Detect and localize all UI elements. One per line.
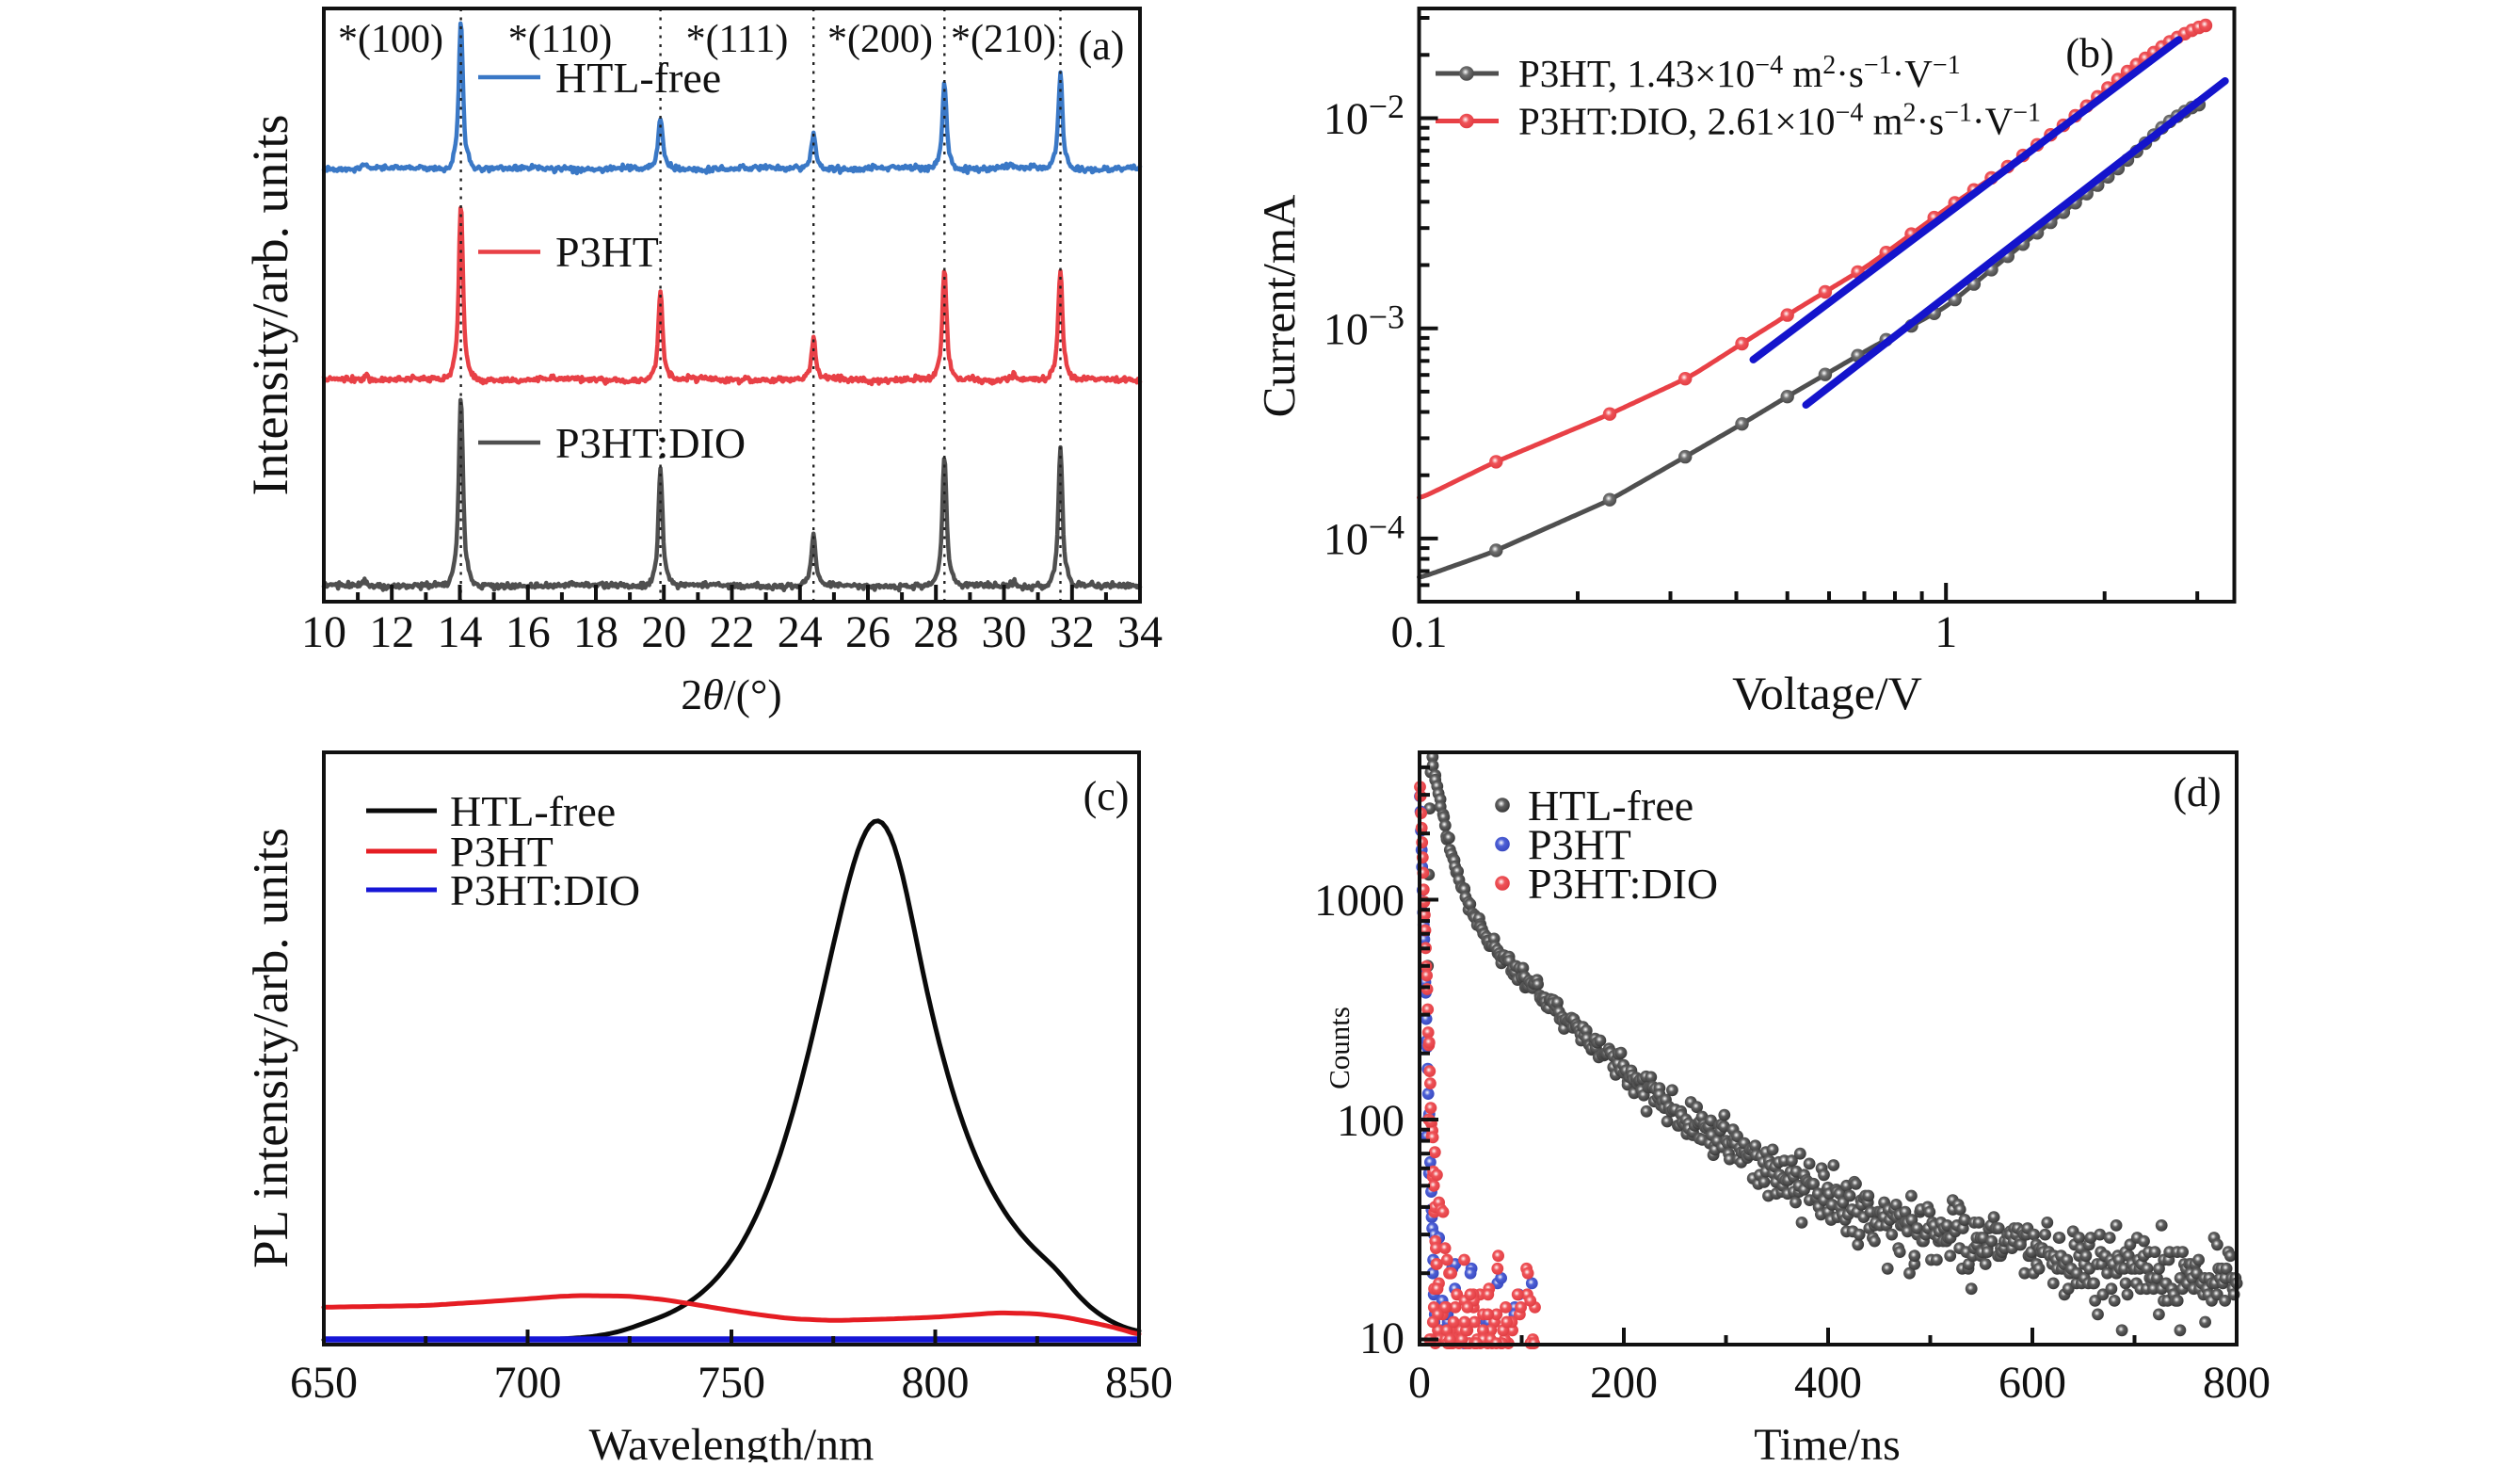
svg-text:P3HT: P3HT [450,828,554,876]
svg-text:Intensity/arb. units: Intensity/arb. units [242,115,298,496]
svg-text:22: 22 [710,607,755,657]
svg-text:850: 850 [1105,1358,1173,1408]
svg-text:10: 10 [1359,1314,1404,1363]
svg-text:100: 100 [1337,1096,1404,1146]
svg-text:1000: 1000 [1314,876,1404,926]
svg-text:HTL-free: HTL-free [1528,782,1693,830]
svg-text:10−3: 10−3 [1324,298,1404,355]
svg-text:32: 32 [1050,607,1095,657]
svg-text:P3HT: P3HT [555,228,659,276]
svg-text:P3HT: P3HT [1528,821,1631,869]
svg-text:800: 800 [2203,1358,2271,1408]
svg-text:24: 24 [778,607,823,657]
svg-text:400: 400 [1794,1358,1862,1408]
svg-text:P3HT:DIO: P3HT:DIO [555,419,746,467]
svg-text:P3HT:DIO: P3HT:DIO [450,866,640,914]
svg-text:*(111): *(111) [686,18,789,61]
svg-text:16: 16 [506,607,551,657]
svg-text:(a): (a) [1079,23,1125,69]
svg-text:30: 30 [982,607,1027,657]
svg-text:PL intensity/arb. units: PL intensity/arb. units [244,828,298,1268]
svg-text:Wavelength/nm: Wavelength/nm [589,1420,875,1462]
svg-text:*(100): *(100) [338,18,443,61]
svg-text:34: 34 [1117,607,1163,657]
svg-text:700: 700 [494,1358,562,1408]
svg-text:*(110): *(110) [508,18,612,61]
svg-text:P3HT, 1.43×10−4 m2·s−1·V−1: P3HT, 1.43×10−4 m2·s−1·V−1 [1518,51,1961,95]
svg-text:(b): (b) [2065,30,2113,76]
svg-text:20: 20 [641,607,686,657]
svg-text:0.1: 0.1 [1391,607,1448,657]
svg-text:0: 0 [1408,1358,1431,1408]
svg-text:2θ/(°): 2θ/(°) [681,670,781,718]
svg-text:750: 750 [698,1358,765,1408]
svg-text:Voltage/V: Voltage/V [1732,667,1922,719]
svg-text:14: 14 [438,607,483,657]
svg-text:200: 200 [1590,1358,1658,1408]
svg-text:Counts: Counts [1323,1007,1356,1089]
svg-text:(c): (c) [1083,773,1130,819]
svg-text:*(210): *(210) [951,18,1056,61]
svg-text:(d): (d) [2173,769,2221,815]
svg-text:1: 1 [1934,607,1957,657]
svg-text:*(200): *(200) [827,18,933,61]
svg-text:P3HT:DIO: P3HT:DIO [1528,860,1718,908]
svg-text:Current/mA: Current/mA [1253,194,1305,417]
svg-text:HTL-free: HTL-free [555,54,721,102]
svg-text:Time/ns: Time/ns [1754,1420,1901,1462]
svg-text:26: 26 [845,607,891,657]
svg-text:12: 12 [369,607,414,657]
svg-text:HTL-free: HTL-free [450,787,616,835]
svg-text:800: 800 [902,1358,970,1408]
svg-text:600: 600 [1998,1358,2066,1408]
svg-text:28: 28 [913,607,958,657]
svg-text:18: 18 [573,607,618,657]
svg-text:10: 10 [301,607,346,657]
svg-text:650: 650 [290,1358,358,1408]
